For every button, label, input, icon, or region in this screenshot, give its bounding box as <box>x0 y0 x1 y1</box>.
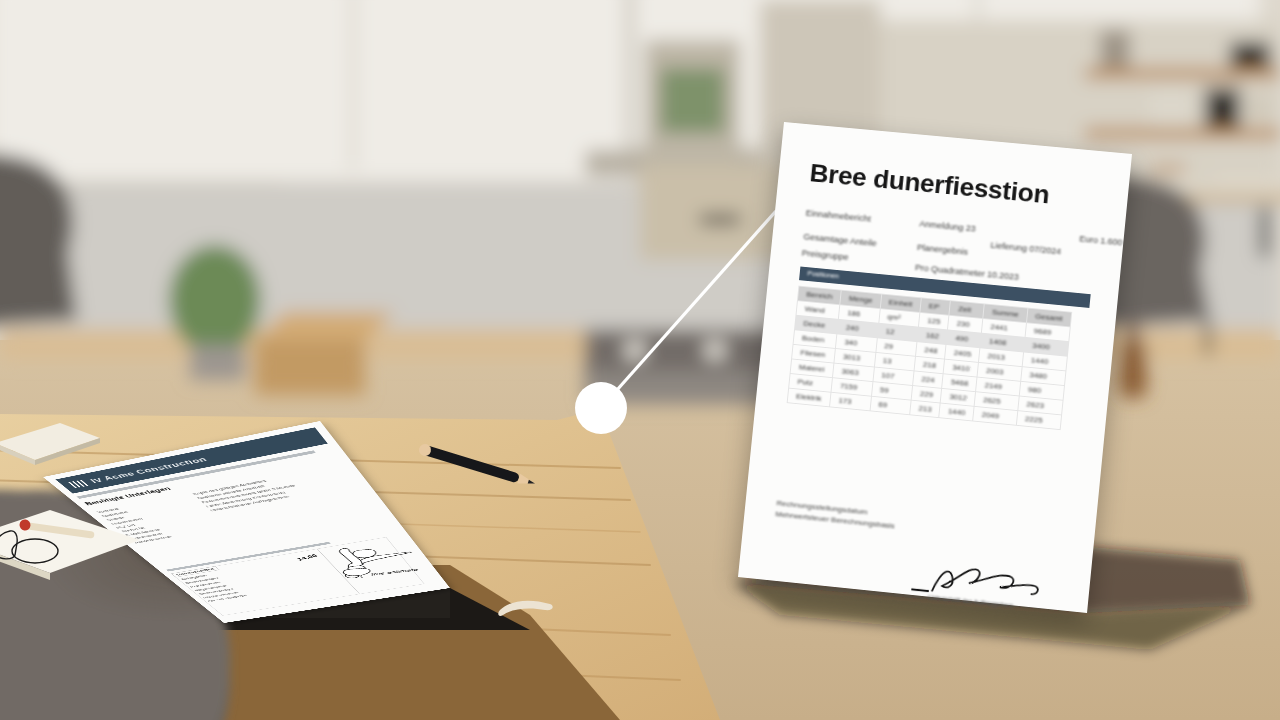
svg-text:Unterschrift des Auftraggebers: Unterschrift des Auftraggebers <box>928 594 1014 609</box>
